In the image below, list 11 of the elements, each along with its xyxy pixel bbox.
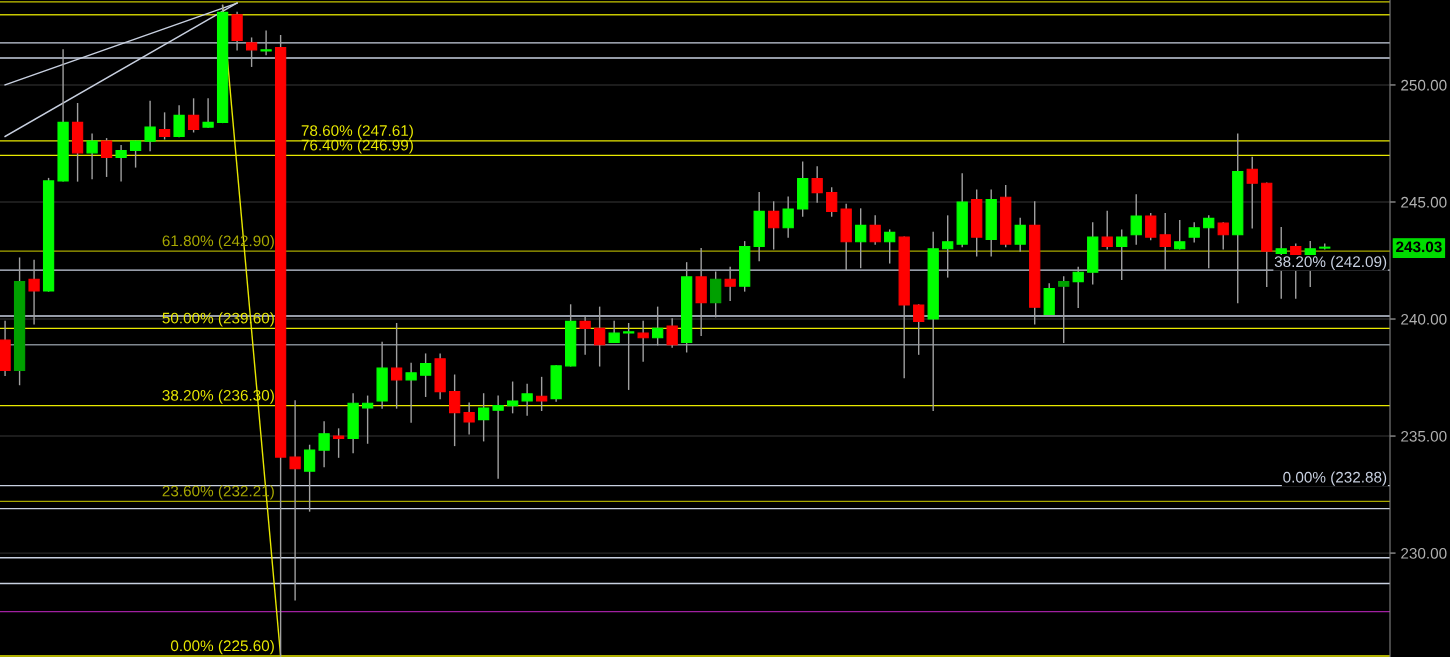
y-tick-label: 235.00 [1401, 430, 1447, 442]
ref-line-label: 38.20% (242.09) [1274, 255, 1387, 271]
ref-line-label: 76.40% (246.99) [301, 139, 413, 154]
y-tick-label: 230.00 [1401, 547, 1447, 559]
ref-line-label: 78.60% (247.61) [301, 124, 413, 140]
y-tick-label: 250.00 [1401, 79, 1447, 91]
text: 243.03 [1396, 241, 1442, 253]
y-tick-label: 245.00 [1401, 196, 1447, 208]
y-tick-label: 240.00 [1401, 313, 1447, 325]
ref-line-label: 0.00% (225.60) [170, 639, 274, 655]
ref-line-label: 0.00% (232.88) [1283, 471, 1387, 486]
